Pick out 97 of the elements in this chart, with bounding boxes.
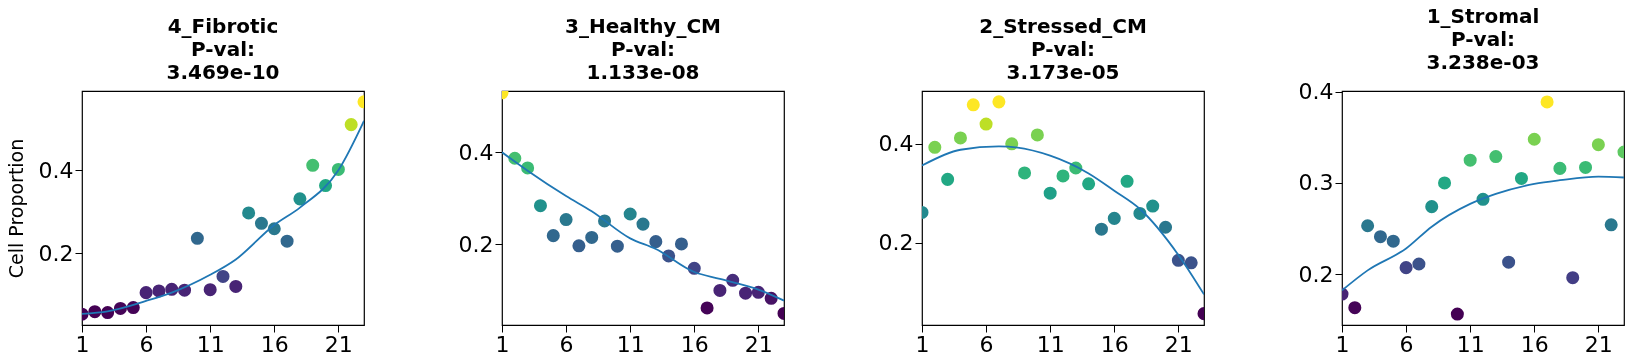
x-tick-label: 1 [915,331,930,356]
point [941,172,955,186]
y-tick-label: 0.4 [878,131,914,157]
point [1094,222,1108,236]
point [674,237,688,251]
y-tick-label: 0.4 [458,139,494,165]
point [966,98,980,112]
point [1566,271,1580,285]
y-tick-label: 0.2 [38,240,74,266]
point [546,229,560,243]
point [713,283,727,297]
point [254,216,268,230]
x-tick-label: 21 [324,331,353,356]
y-tick-label: 0.4 [1298,79,1334,105]
point [1361,219,1375,233]
point [636,217,650,231]
point [1043,186,1057,200]
y-tick-label: 0.3 [1298,170,1334,196]
y-axis-title: Cell Proportion [4,138,27,279]
chart-title: 4_Fibrotic P-val: 3.469e-10 [166,14,280,84]
x-tick-label: 6 [1399,331,1414,356]
point [1107,211,1121,225]
point [979,117,993,131]
x-tick-label: 21 [744,331,773,356]
x-tick-label: 16 [680,331,709,356]
point [623,207,637,221]
point [992,95,1006,109]
line-series [922,145,1204,296]
point [1450,307,1464,321]
point [928,140,942,154]
point [1373,230,1387,244]
point [190,231,204,245]
point [1056,169,1070,183]
x-tick-label: 16 [1100,331,1129,356]
x-tick-label: 21 [1584,331,1613,356]
point [229,279,243,293]
point [1425,200,1439,214]
chart-title: 2_Stressed_CM P-val: 3.173e-05 [979,14,1147,84]
point [293,192,307,206]
point [242,206,256,220]
point [1579,160,1593,174]
point [559,213,573,227]
point [1412,257,1426,271]
point [344,118,358,132]
point [1386,234,1400,248]
point [1184,256,1198,270]
point [203,283,217,297]
x-tick-label: 6 [559,331,574,356]
point [700,301,714,315]
point [649,235,663,249]
line-series [502,151,784,302]
x-tick-label: 1 [75,331,90,356]
point [1159,220,1173,234]
point [216,269,230,283]
point [533,199,547,213]
x-tick-label: 16 [1520,331,1549,356]
point [1463,153,1477,167]
point [610,239,624,253]
point [1018,166,1032,180]
y-tick-label: 0.2 [878,230,914,256]
x-tick-label: 16 [260,331,289,356]
y-tick-label: 0.4 [38,157,74,183]
point [1514,171,1528,185]
x-tick-label: 6 [139,331,154,356]
x-tick-label: 11 [1456,331,1485,356]
point [280,234,294,248]
chart-title: 1_Stromal P-val: 3.238e-03 [1426,3,1540,74]
x-tick-label: 1 [1335,331,1350,356]
point [1030,128,1044,142]
point [1489,150,1503,164]
x-tick-label: 21 [1164,331,1193,356]
point [1348,301,1362,315]
y-tick-label: 0.2 [458,231,494,257]
point [739,286,753,300]
x-tick-label: 6 [979,331,994,356]
point [953,131,967,145]
point [572,239,586,253]
x-tick-label: 11 [196,331,225,356]
point [1604,218,1618,232]
point [1553,161,1567,175]
point [1540,95,1554,109]
y-tick-label: 0.2 [1298,261,1334,287]
point [1120,174,1134,188]
point [306,158,320,172]
point [1527,132,1541,146]
point [1438,176,1452,190]
point [1146,199,1160,213]
chart-title: 3_Healthy_CM P-val: 1.133e-08 [565,14,721,84]
point [585,230,599,244]
point [1399,261,1413,275]
x-tick-label: 11 [616,331,645,356]
point [1591,138,1605,152]
point [1082,177,1096,191]
point [139,286,153,300]
point [1502,255,1516,269]
x-tick-label: 1 [495,331,510,356]
x-tick-label: 11 [1036,331,1065,356]
